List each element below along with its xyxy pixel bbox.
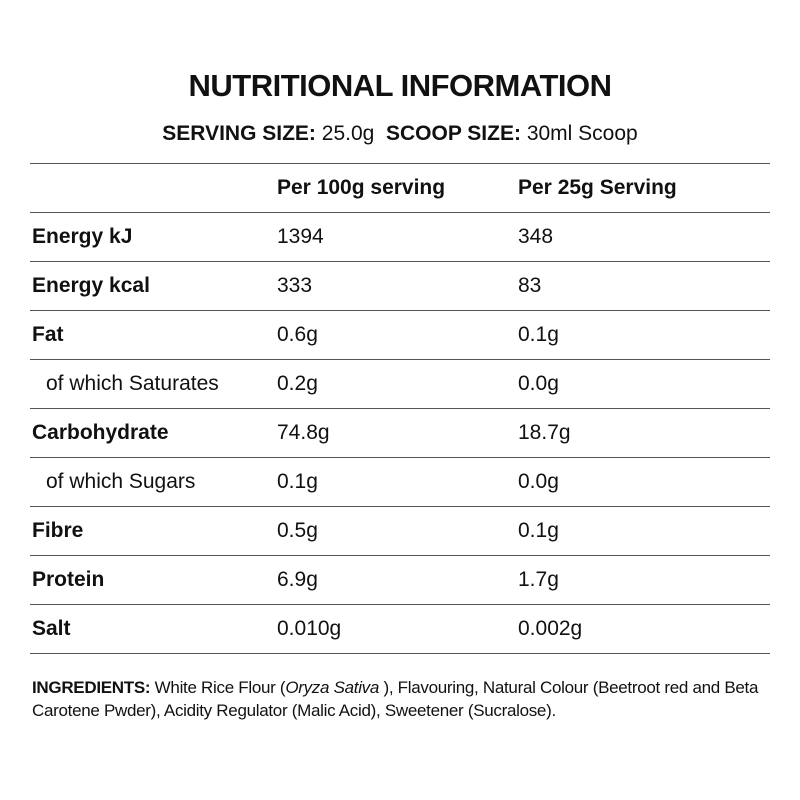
table-row: Protein 6.9g 1.7g — [30, 555, 770, 605]
ingredients-label: INGREDIENTS: — [32, 678, 151, 697]
header-row: Per 100g serving Per 25g Serving — [30, 163, 770, 213]
row-value: 0.0g — [518, 457, 770, 507]
table-row: Energy kJ 1394 348 — [30, 212, 770, 262]
row-value: 0.0g — [518, 359, 770, 409]
table-row: of which Sugars 0.1g 0.0g — [30, 457, 770, 507]
serving-line: SERVING SIZE: 25.0g SCOOP SIZE: 30ml Sco… — [0, 122, 800, 146]
row-value: 6.9g — [277, 555, 518, 605]
header-cell — [30, 163, 277, 213]
row-value: 0.1g — [277, 457, 518, 507]
row-label: Fibre — [30, 506, 277, 556]
header-cell: Per 100g serving — [277, 163, 518, 213]
row-value: 333 — [277, 261, 518, 311]
row-value: 1394 — [277, 212, 518, 262]
ingredients-text: White Rice Flour ( — [150, 678, 286, 697]
row-value: 0.6g — [277, 310, 518, 360]
serving-label: SERVING SIZE: — [162, 122, 316, 145]
row-value: 0.1g — [518, 310, 770, 360]
row-value: 0.2g — [277, 359, 518, 409]
row-value: 0.1g — [518, 506, 770, 556]
serving-value: 25.0g — [321, 122, 375, 145]
header-cell: Per 25g Serving — [518, 163, 770, 213]
ingredients-text: ), Flavouring, Natural Colour (Beetroot … — [32, 678, 759, 720]
row-value: 1.7g — [518, 555, 770, 605]
row-label: Energy kcal — [30, 261, 277, 311]
nutrition-table: Per 100g serving Per 25g Serving Energy kJ… — [30, 163, 770, 654]
row-value: 0.010g — [277, 604, 518, 654]
title: NUTRITIONAL INFORMATION — [188, 68, 612, 103]
table-row: of which Saturates 0.2g 0.0g — [30, 359, 770, 409]
row-value: 74.8g — [277, 408, 518, 458]
row-label: Protein — [30, 555, 277, 605]
row-label: Fat — [30, 310, 277, 360]
row-value: 348 — [518, 212, 770, 262]
scoop-value: 30ml Scoop — [526, 122, 638, 145]
table-row: Fat 0.6g 0.1g — [30, 310, 770, 360]
ingredients: INGREDIENTS: White Rice Flour (Oryza Sat… — [32, 676, 772, 722]
row-value: 0.5g — [277, 506, 518, 556]
row-value: 83 — [518, 261, 770, 311]
row-value: 18.7g — [518, 408, 770, 458]
table-row: Energy kcal 333 83 — [30, 261, 770, 311]
ingredients-italic: Oryza Sativa — [285, 678, 380, 697]
row-label: Energy kJ — [30, 212, 277, 262]
table-row: Fibre 0.5g 0.1g — [30, 506, 770, 556]
row-label: Salt — [30, 604, 277, 654]
row-label: of which Sugars — [30, 457, 277, 507]
row-label: Carbohydrate — [30, 408, 277, 458]
row-value: 0.002g — [518, 604, 770, 654]
scoop-label: SCOOP SIZE: — [386, 122, 521, 145]
table-row: Carbohydrate 74.8g 18.7g — [30, 408, 770, 458]
table-row: Salt 0.010g 0.002g — [30, 604, 770, 654]
row-label: of which Saturates — [30, 359, 277, 409]
